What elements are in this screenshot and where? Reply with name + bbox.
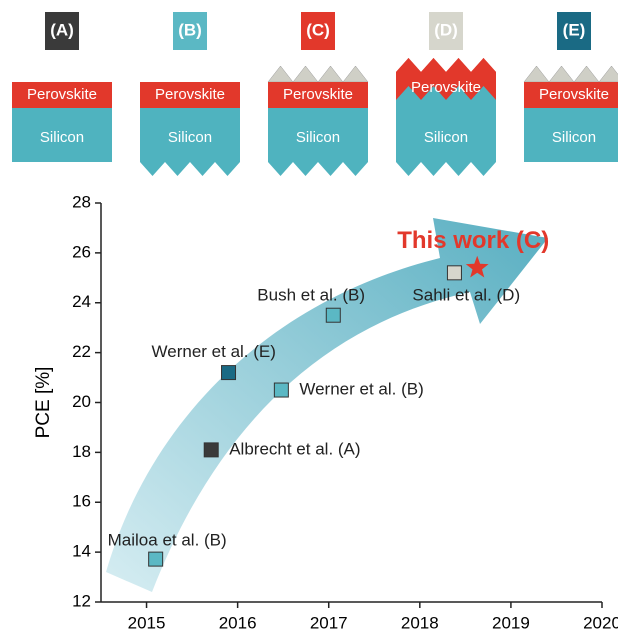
panel: (B) Perovskite Silicon: [140, 12, 240, 176]
silicon-layer: [524, 108, 618, 162]
panel-label-box: [429, 12, 463, 50]
silicon-layer: [12, 108, 112, 162]
panel-label: (A): [50, 20, 74, 39]
panel-label-box: [173, 12, 207, 50]
panel-label: (D): [434, 20, 458, 39]
highlight-star: [465, 255, 489, 278]
top-layer-label: Perovskite: [539, 86, 609, 103]
panel-label: (E): [563, 20, 586, 39]
top-layer-label: Perovskite: [155, 86, 225, 103]
point: [325, 307, 341, 323]
top-layer-label: Perovskite: [283, 86, 353, 103]
y-tick-label: 20: [72, 392, 91, 411]
texture: [267, 65, 369, 83]
bottom-layer-label: Silicon: [296, 129, 340, 146]
point-label: Bush et al. (B): [257, 286, 365, 305]
point-label: Albrecht et al. (A): [229, 439, 360, 458]
point: [273, 382, 289, 398]
silicon-layer: [140, 108, 240, 176]
perovskite-layer: [140, 82, 240, 108]
y-tick-label: 26: [72, 242, 91, 261]
y-tick-label: 18: [72, 442, 91, 461]
x-tick-label: 2020: [583, 613, 618, 632]
panel: (D) Perovskite Silicon: [396, 12, 496, 176]
y-tick-label: 16: [72, 492, 91, 511]
x-tick-label: 2017: [310, 613, 348, 632]
top-layer-label: Perovskite: [411, 79, 481, 96]
silicon-layer: [396, 86, 496, 176]
y-axis-title: PCE [%]: [33, 367, 54, 439]
perovskite-layer: [524, 82, 618, 108]
bottom-layer-label: Silicon: [424, 129, 468, 146]
y-tick-label: 22: [72, 342, 91, 361]
panel-label-box: [45, 12, 79, 50]
structure-panels: (A) Perovskite Silicon (B) Perovskite Silicon…: [12, 12, 618, 176]
point: [446, 265, 462, 281]
panel: (C) Perovskite Silicon: [267, 12, 369, 176]
texture: [523, 65, 618, 83]
panel-label: (B): [178, 20, 202, 39]
perovskite-layer: [12, 82, 112, 108]
point-label: Sahli et al. (D): [412, 285, 520, 304]
plot: 12 14 16 18 20 22 24 26 28 2015 2016 2017 2018 2019 20…: [33, 192, 618, 632]
point-label: Werner et al. (B): [299, 380, 423, 399]
highlight-label: This work (C): [397, 227, 549, 254]
x-tick-label: 2019: [492, 613, 530, 632]
y-tick-label: 28: [72, 192, 91, 211]
x-tick-label: 2018: [401, 613, 439, 632]
bottom-layer-label: Silicon: [40, 129, 84, 146]
perovskite-layer: [396, 58, 496, 100]
panel: (E) Perovskite Silicon: [523, 12, 618, 162]
point: [203, 442, 219, 458]
panel: (A) Perovskite Silicon: [12, 12, 112, 162]
y-tick-label: 12: [72, 591, 91, 610]
x-tick-label: 2015: [128, 613, 166, 632]
point-label: Werner et al. (E): [152, 342, 276, 361]
silicon-layer: [268, 108, 368, 176]
panel-label: (C): [306, 20, 330, 39]
panel-label-box: [557, 12, 591, 50]
bottom-layer-label: Silicon: [552, 129, 596, 146]
point: [148, 551, 164, 567]
perovskite-layer: [268, 82, 368, 108]
panel-label-box: [301, 12, 335, 50]
y-tick-label: 14: [72, 542, 91, 561]
y-tick-label: 24: [72, 292, 91, 311]
point: [221, 365, 237, 381]
x-tick-label: 2016: [219, 613, 257, 632]
top-layer-label: Perovskite: [27, 86, 97, 103]
bottom-layer-label: Silicon: [168, 129, 212, 146]
point-label: Mailoa et al. (B): [108, 531, 227, 550]
